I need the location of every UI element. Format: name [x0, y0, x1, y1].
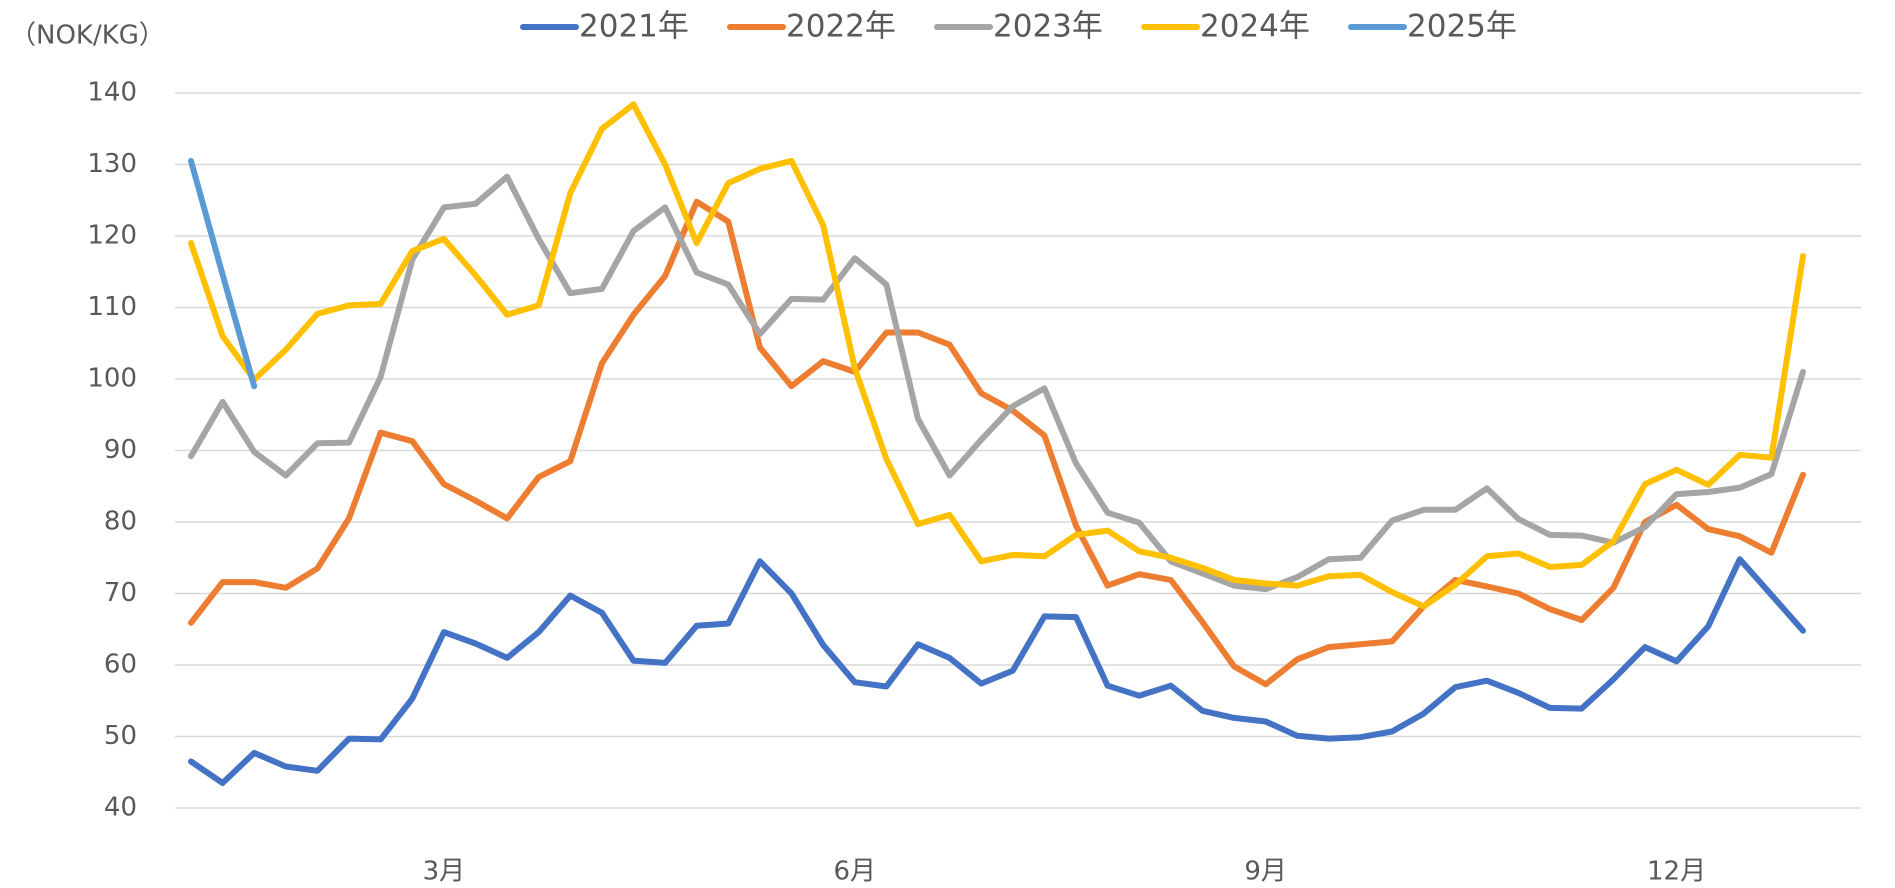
y-tick-label: 50 — [104, 721, 137, 751]
x-tick-label: 9月 — [1244, 857, 1287, 887]
legend-label: 2025年 — [1407, 9, 1517, 45]
y-axis-label: （NOK/KG） — [10, 21, 165, 51]
y-tick-label: 110 — [87, 292, 137, 322]
series-line — [188, 101, 1806, 610]
y-tick-label: 100 — [87, 364, 137, 394]
y-tick-label: 90 — [104, 435, 137, 465]
series-line — [188, 556, 1806, 786]
y-tick-label: 120 — [87, 221, 137, 251]
y-tick-label: 60 — [104, 650, 137, 680]
legend-label: 2021年 — [579, 9, 689, 45]
series-line — [188, 173, 1806, 593]
legend-label: 2024年 — [1200, 9, 1310, 45]
x-tick-label: 12月 — [1647, 857, 1706, 887]
y-tick-label: 70 — [104, 578, 137, 608]
series-line — [188, 157, 258, 390]
y-tick-label: 140 — [87, 78, 137, 108]
x-tick-label: 3月 — [423, 857, 466, 887]
legend-label: 2022年 — [786, 9, 896, 45]
y-tick-label: 40 — [104, 793, 137, 823]
legend-label: 2023年 — [993, 9, 1103, 45]
y-tick-label: 130 — [87, 149, 137, 179]
y-tick-label: 80 — [104, 507, 137, 537]
series-line — [188, 198, 1806, 688]
x-tick-label: 6月 — [833, 857, 876, 887]
